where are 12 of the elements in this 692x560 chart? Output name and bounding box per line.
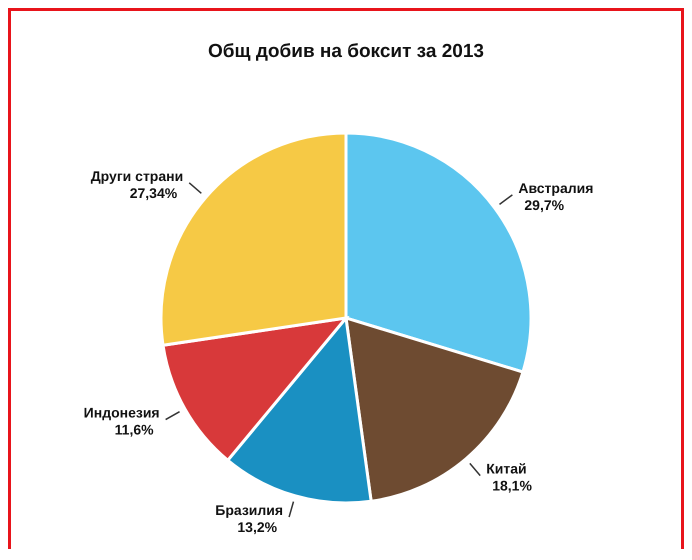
- slice-label: Бразилия: [215, 502, 284, 518]
- slice-label: Китай: [486, 460, 527, 477]
- data-label: 11,6%: [114, 422, 154, 438]
- data-label: 13,2%: [237, 519, 278, 536]
- slice-label: Индонезия: [84, 404, 160, 421]
- chart-title: Общ добив на боксит за 2013: [207, 41, 485, 63]
- pie-slice: [162, 316, 348, 462]
- data-label: 27,34%: [130, 184, 178, 201]
- data-label: 29,7%: [524, 196, 565, 213]
- slice-label: Австралия: [518, 180, 594, 196]
- data-label: 18,1%: [492, 478, 532, 494]
- slice-label: Други страни: [90, 168, 184, 184]
